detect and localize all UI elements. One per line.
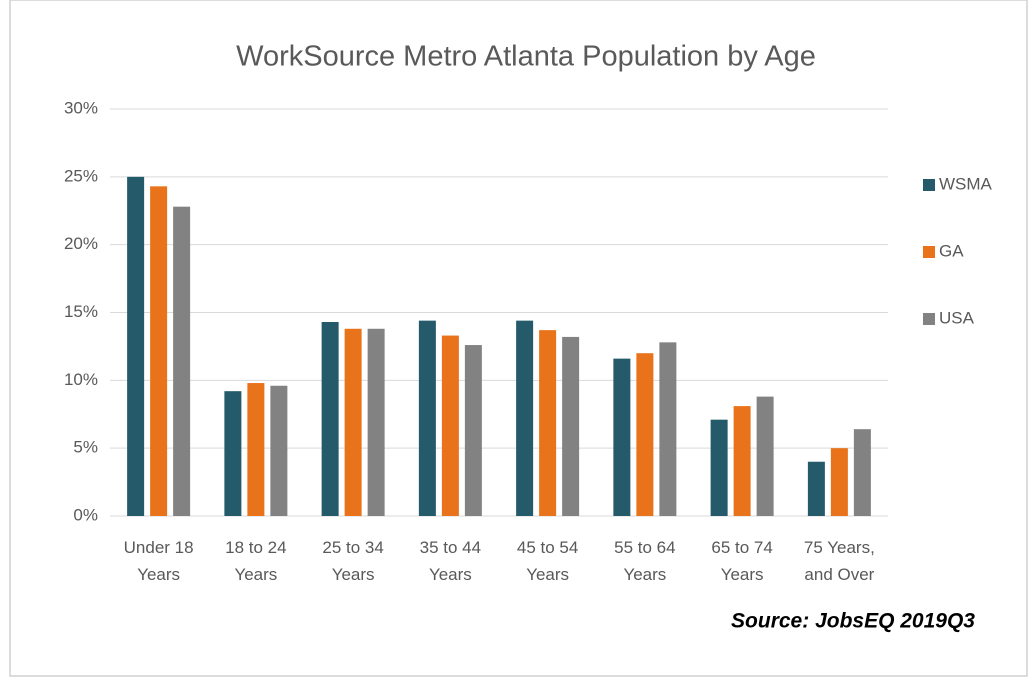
bar: [441, 335, 459, 516]
legend-swatch: [923, 246, 935, 258]
bar: [464, 345, 482, 516]
x-tick-label: 65 to 74 Years: [711, 538, 772, 584]
legend-label: WSMA: [939, 174, 993, 193]
chart-title: WorkSource Metro Atlanta Population by A…: [236, 41, 816, 73]
y-tick-label: 20%: [64, 234, 98, 253]
bar: [173, 206, 191, 516]
bar: [659, 342, 677, 516]
bar: [539, 330, 557, 516]
bar: [710, 419, 728, 516]
y-tick-label: 10%: [64, 370, 98, 389]
bar: [224, 391, 242, 516]
y-tick-label: 0%: [73, 505, 98, 524]
x-tick-label: 55 to 64 Years: [614, 538, 675, 584]
bar: [321, 321, 339, 516]
bar: [418, 320, 436, 516]
bar: [150, 186, 168, 516]
legend-swatch: [923, 313, 935, 325]
bar: [127, 176, 145, 517]
bar: [636, 353, 654, 516]
bar: [270, 385, 288, 516]
x-tick-label: 25 to 34 Years: [322, 538, 383, 584]
legend-label: USA: [939, 308, 975, 327]
bar: [613, 358, 631, 516]
x-tick-label: 45 to 54 Years: [517, 538, 578, 584]
x-tick-label: Under 18 Years: [124, 538, 194, 584]
bar: [367, 328, 385, 516]
legend-label: GA: [939, 241, 964, 260]
bar: [562, 336, 580, 516]
y-tick-label: 5%: [73, 438, 98, 457]
x-tick-label: 18 to 24 Years: [225, 538, 286, 584]
y-tick-label: 15%: [64, 302, 98, 321]
y-tick-label: 30%: [64, 98, 98, 117]
bar: [756, 396, 774, 516]
bar: [247, 383, 265, 516]
bar: [733, 406, 751, 516]
bar: [807, 461, 825, 516]
x-tick-label: 75 Years, and Over: [804, 538, 875, 584]
bar: [853, 429, 871, 516]
legend-swatch: [923, 179, 935, 191]
bar: [344, 328, 362, 516]
source-note: Source: JobsEQ 2019Q3: [731, 610, 975, 633]
y-tick-label: 25%: [64, 166, 98, 185]
bar: [516, 320, 534, 516]
x-tick-label: 35 to 44 Years: [420, 538, 481, 584]
bar: [830, 448, 848, 516]
